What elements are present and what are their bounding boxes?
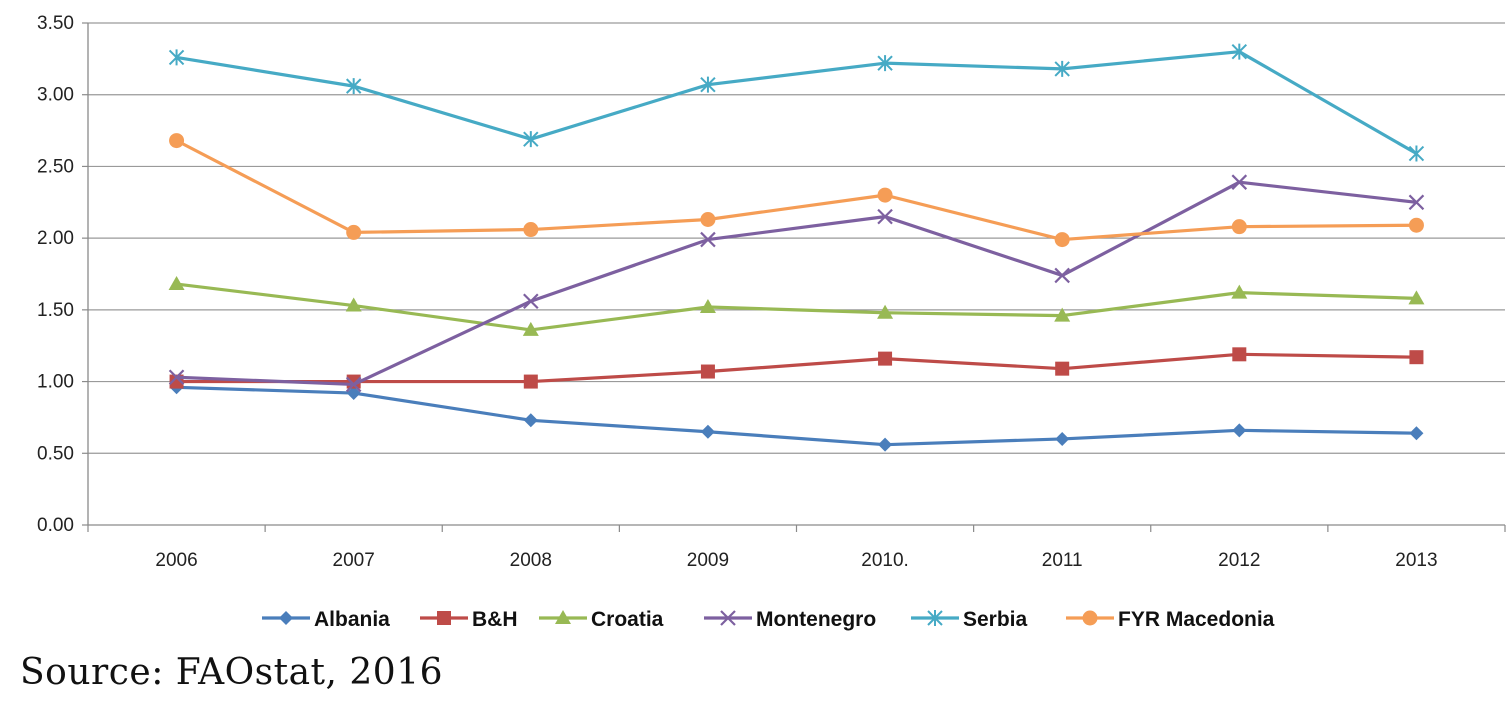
data-point-fyr-macedonia: [877, 187, 893, 203]
data-point-fyr-macedonia: [523, 222, 539, 238]
data-point-serbia: [345, 78, 362, 95]
legend-item-croatia: Croatia: [539, 608, 664, 631]
data-point-serbia: [877, 55, 893, 72]
data-point-serbia: [700, 76, 716, 93]
data-point-fyr-macedonia: [346, 224, 362, 240]
data-point-b-h: [700, 364, 715, 379]
series-serbia: [168, 43, 1425, 162]
legend-item-montenegro: Montenegro: [704, 608, 876, 631]
legend-marker: [555, 610, 571, 624]
x-tick-label: 2009: [687, 550, 729, 571]
legend-label: Serbia: [963, 608, 1028, 631]
source-caption: Source: FAOstat, 2016: [20, 652, 444, 693]
data-point-b-h: [523, 374, 538, 389]
y-tick-label: 0.50: [37, 443, 74, 464]
legend-label: FYR Macedonia: [1118, 608, 1275, 631]
data-point-montenegro: [700, 231, 716, 248]
series-albania: [169, 380, 1424, 452]
series-fyr-macedonia: [169, 133, 1424, 248]
data-point-fyr-macedonia: [700, 211, 716, 227]
data-point-montenegro: [1054, 267, 1070, 284]
series-b-h: [169, 347, 1424, 389]
line-chart: 0.000.501.001.502.002.503.003.50 2006 200…: [37, 13, 1506, 631]
data-point-b-h: [1232, 347, 1247, 362]
x-tick-label: 2010.: [861, 550, 909, 571]
x-tick-label: 2006: [155, 550, 197, 571]
series-croatia: [168, 276, 1425, 336]
y-tick-label: 2.00: [37, 228, 74, 249]
data-point-croatia: [522, 321, 539, 336]
data-point-montenegro: [523, 293, 539, 310]
series-line-fyr-macedonia: [175, 139, 1417, 242]
legend-item-b-h: B&H: [420, 608, 518, 631]
y-tick-label: 3.50: [37, 13, 74, 34]
data-point-b-h: [1055, 361, 1070, 376]
data-point-montenegro: [168, 369, 185, 386]
data-point-fyr-macedonia: [1231, 219, 1247, 235]
data-point-albania: [700, 424, 715, 439]
data-point-croatia: [345, 297, 362, 312]
data-point-croatia: [1408, 290, 1425, 305]
x-axis-ticks: 2006 2007 2008 2009 2010. 2011 2012 2013: [87, 525, 1506, 571]
legend-label: Montenegro: [756, 608, 876, 631]
data-point-albania: [1232, 423, 1247, 438]
data-point-albania: [1055, 431, 1070, 446]
data-point-montenegro: [345, 376, 362, 393]
series-line-serbia: [176, 50, 1418, 155]
data-point-serbia: [523, 131, 539, 148]
series-line-albania: [176, 385, 1417, 447]
legend-marker: [437, 611, 451, 625]
data-point-croatia: [168, 276, 185, 291]
x-tick-label: 2012: [1218, 550, 1260, 571]
legend-marker: [927, 610, 943, 626]
data-point-fyr-macedonia: [169, 133, 185, 149]
axes: [87, 23, 1505, 526]
legend-item-albania: Albania: [262, 608, 390, 631]
y-tick-label: 1.00: [37, 372, 74, 393]
y-tick-label: 0.00: [37, 515, 74, 536]
x-tick-label: 2008: [510, 550, 552, 571]
legend-marker: [279, 611, 293, 625]
y-tick-label: 2.50: [37, 156, 74, 177]
series-line-montenegro: [176, 180, 1417, 387]
series-line-croatia: [176, 282, 1417, 332]
legend-label: Croatia: [591, 608, 664, 631]
data-point-serbia: [168, 49, 185, 66]
legend-label: Albania: [314, 608, 390, 631]
data-point-albania: [346, 386, 361, 401]
y-axis-ticks: 0.00 0.50 1.00 1.50 2.00 2.50 3.00 3.50: [37, 13, 88, 536]
data-point-montenegro: [1408, 194, 1425, 211]
series-line-b-h: [176, 352, 1417, 384]
data-point-serbia: [1054, 60, 1070, 77]
data-point-albania: [878, 437, 893, 452]
gridlines: [88, 22, 1505, 454]
data-point-montenegro: [877, 208, 893, 225]
series-montenegro: [168, 174, 1425, 393]
data-point-fyr-macedonia: [1054, 232, 1070, 248]
data-point-croatia: [1054, 307, 1071, 322]
data-point-serbia: [1231, 43, 1248, 60]
legend: Albania B&H Croatia Montenegro Serbia FYR Mac…: [262, 608, 1275, 631]
data-point-serbia: [1408, 145, 1425, 162]
data-point-croatia: [877, 304, 894, 319]
legend-item-serbia: Serbia: [911, 608, 1028, 631]
x-tick-label: 2013: [1395, 550, 1437, 571]
y-tick-label: 3.00: [37, 85, 74, 106]
data-point-croatia: [1231, 284, 1248, 299]
legend-marker: [720, 610, 736, 626]
x-tick-label: 2007: [333, 550, 375, 571]
y-tick-label: 1.50: [37, 300, 74, 321]
data-point-b-h: [878, 351, 893, 366]
legend-marker: [1082, 610, 1098, 626]
data-point-fyr-macedonia: [1408, 217, 1424, 233]
legend-item-fyr-macedonia: FYR Macedonia: [1066, 608, 1275, 631]
data-point-albania: [523, 413, 538, 428]
x-tick-label: 2011: [1042, 550, 1083, 571]
series-group: [168, 43, 1425, 452]
data-point-b-h: [1409, 350, 1424, 365]
data-point-croatia: [699, 298, 716, 313]
data-point-montenegro: [1231, 174, 1248, 190]
data-point-albania: [1409, 426, 1424, 441]
legend-label: B&H: [472, 608, 518, 631]
